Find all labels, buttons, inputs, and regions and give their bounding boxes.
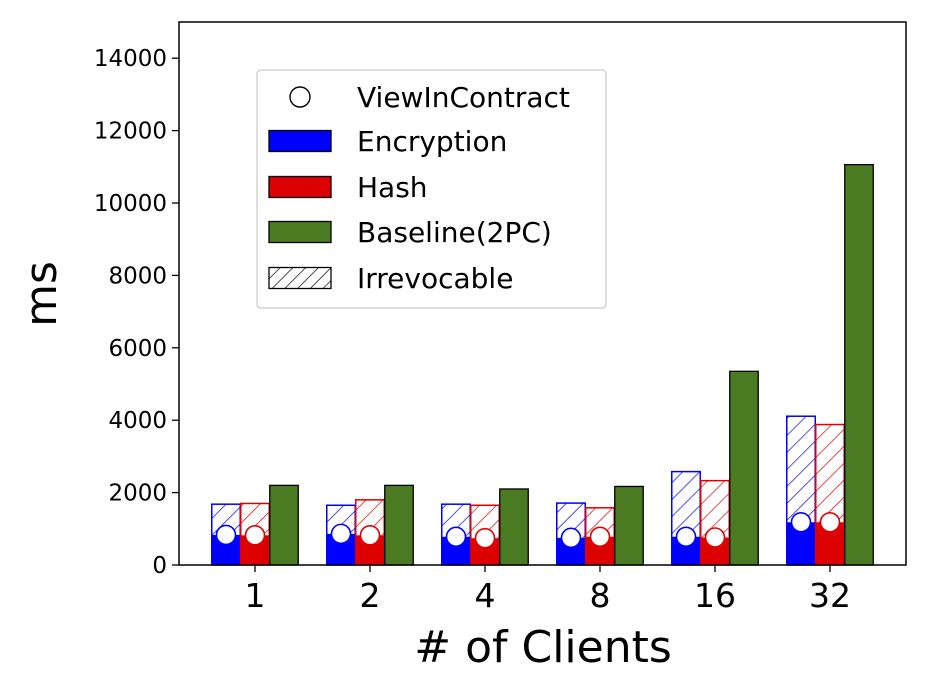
y-tick-label: 4000 [108,408,167,434]
legend-label-encryption: Encryption [357,125,507,158]
bar-baseline-2 [384,484,414,566]
marker-viewincontract-hash-4 [474,527,496,549]
marker-viewincontract-encryption-8 [560,527,582,549]
marker-viewincontract-encryption-2 [330,523,352,545]
legend-label-baseline-2pc-: Baseline(2PC) [357,216,552,249]
x-tick-label: 32 [809,576,851,615]
bar-baseline-8 [614,485,644,566]
x-tick-label: 4 [475,576,496,615]
axes-layer: 0 2000 4000 6000 8000 10000 12000 14000 1 2 4 8 16 32 [94,21,907,615]
marker-viewincontract-encryption-4 [445,526,467,548]
y-tick-label: 10000 [94,191,167,217]
y-tick-label: 12000 [94,119,167,145]
y-tick-label: 8000 [108,263,167,289]
x-axis-label: # of Clients [414,622,672,673]
bars-layer [211,163,874,566]
x-tick-label: 8 [590,576,611,615]
marker-viewincontract-hash-8 [589,526,611,548]
marker-viewincontract-encryption-1 [215,524,237,546]
marker-viewincontract-hash-2 [359,525,381,546]
legend-label-viewincontract: ViewInContract [357,81,570,114]
marker-viewincontract-encryption-16 [675,526,697,548]
y-axis-label: ms [16,261,67,327]
bar-encryption-irrevocable-16 [671,471,701,537]
legend-swatch-encryption [268,129,332,153]
legend: ViewInContract Encryption Hash Baseline(2PC… [256,69,607,309]
marker-viewincontract-hash-16 [704,527,726,548]
bar-baseline-4 [499,488,529,566]
bar-baseline-1 [269,484,299,566]
legend-frame [256,69,607,309]
marker-viewincontract-hash-1 [244,525,266,546]
marker-viewincontract-hash-32 [819,511,841,533]
bar-baseline-16 [729,370,759,566]
x-tick-label: 2 [360,576,381,615]
bar-baseline-32 [844,163,874,566]
legend-swatch-irrevocable [268,266,332,290]
legend-label-hash: Hash [357,171,428,204]
y-tick-label: 0 [152,553,167,579]
bar-hash-irrevocable-32 [815,424,845,523]
marker-viewincontract-encryption-32 [790,511,812,533]
y-tick-label: 2000 [108,481,167,507]
y-tick-label: 14000 [94,46,167,72]
legend-marker-viewincontract [289,86,311,108]
y-tick-label: 6000 [108,336,167,362]
bar-encryption-irrevocable-32 [786,416,816,523]
legend-label-irrevocable: Irrevocable [357,262,513,295]
x-tick-label: 1 [245,576,266,615]
legend-swatch-baseline-2pc- [268,220,332,244]
legend-swatch-hash [268,175,332,199]
x-tick-label: 16 [694,576,736,615]
plot-frame [178,21,907,566]
